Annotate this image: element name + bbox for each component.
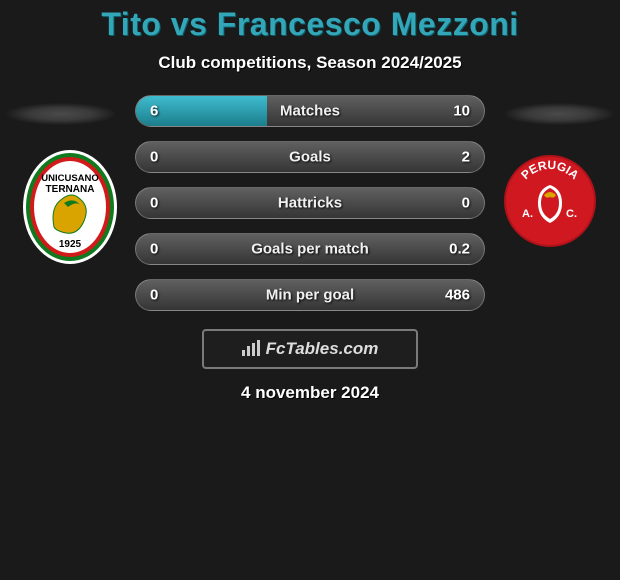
perugia-crest-icon: PERUGIA A. C. bbox=[504, 155, 596, 247]
shadow-left bbox=[6, 103, 116, 125]
value-right: 10 bbox=[453, 103, 470, 120]
team-badge-right: PERUGIA A. C. bbox=[500, 141, 600, 261]
page-title: Tito vs Francesco Mezzoni bbox=[0, 0, 620, 43]
comparison-stage: UNICUSANO TERNANA 1925 PERUGIA A. C. 6 10… bbox=[0, 95, 620, 311]
subtitle: Club competitions, Season 2024/2025 bbox=[0, 53, 620, 73]
stat-label: Hattricks bbox=[278, 195, 342, 212]
value-right: 2 bbox=[462, 149, 470, 166]
svg-text:C.: C. bbox=[566, 208, 577, 220]
chart-icon bbox=[242, 340, 262, 356]
ternana-crest-icon: UNICUSANO TERNANA 1925 bbox=[20, 147, 120, 267]
stat-rows: 6 10 Matches 0 2 Goals 0 0 Hattricks 0 0.2 Goals pe… bbox=[135, 95, 485, 311]
value-right: 0.2 bbox=[449, 241, 470, 258]
stat-row-goals-per-match: 0 0.2 Goals per match bbox=[135, 233, 485, 265]
value-right: 486 bbox=[445, 287, 470, 304]
stat-label: Min per goal bbox=[266, 287, 354, 304]
stat-row-min-per-goal: 0 486 Min per goal bbox=[135, 279, 485, 311]
date-text: 4 november 2024 bbox=[0, 383, 620, 403]
stat-row-goals: 0 2 Goals bbox=[135, 141, 485, 173]
svg-text:UNICUSANO: UNICUSANO bbox=[41, 173, 99, 184]
shadow-right bbox=[504, 103, 614, 125]
value-left: 0 bbox=[150, 195, 158, 212]
value-left: 6 bbox=[150, 103, 158, 120]
stat-label: Goals bbox=[289, 149, 331, 166]
value-left: 0 bbox=[150, 149, 158, 166]
svg-text:A.: A. bbox=[522, 208, 533, 220]
value-right: 0 bbox=[462, 195, 470, 212]
stat-label: Matches bbox=[280, 103, 340, 120]
team-badge-left: UNICUSANO TERNANA 1925 bbox=[20, 147, 120, 267]
value-left: 0 bbox=[150, 241, 158, 258]
stat-row-hattricks: 0 0 Hattricks bbox=[135, 187, 485, 219]
stat-label: Goals per match bbox=[251, 241, 369, 258]
svg-text:1925: 1925 bbox=[59, 239, 82, 250]
value-left: 0 bbox=[150, 287, 158, 304]
svg-text:TERNANA: TERNANA bbox=[46, 184, 95, 195]
branding-box: FcTables.com bbox=[202, 329, 418, 369]
stat-row-matches: 6 10 Matches bbox=[135, 95, 485, 127]
branding-text: FcTables.com bbox=[266, 339, 379, 358]
